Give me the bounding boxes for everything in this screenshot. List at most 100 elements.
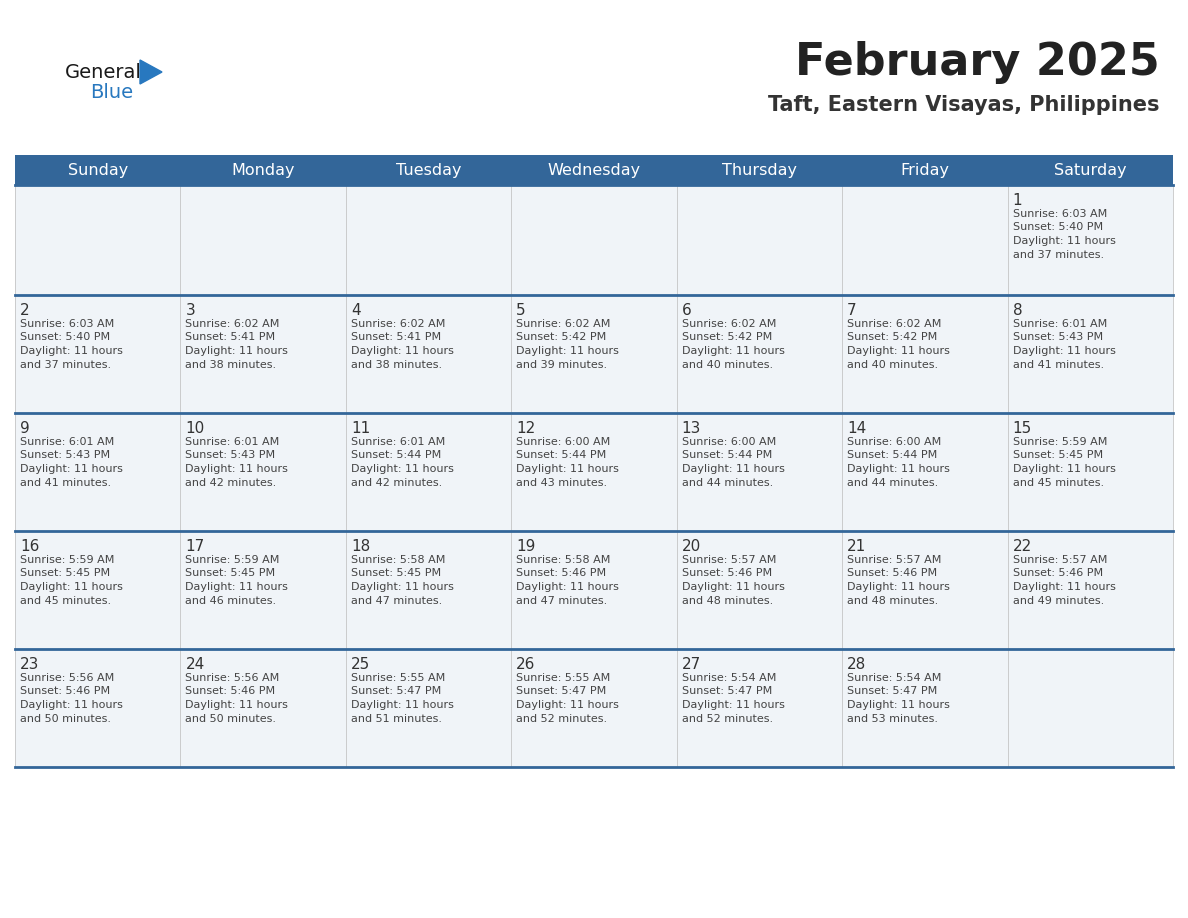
Bar	[15, 649, 181, 767]
Text: 12: 12	[517, 421, 536, 436]
Text: and 42 minutes.: and 42 minutes.	[350, 477, 442, 487]
Text: 24: 24	[185, 657, 204, 672]
Text: Sunrise: 6:02 AM: Sunrise: 6:02 AM	[350, 319, 446, 329]
Text: 13: 13	[682, 421, 701, 436]
Text: Sunrise: 6:00 AM: Sunrise: 6:00 AM	[682, 437, 776, 447]
Text: Daylight: 11 hours: Daylight: 11 hours	[682, 582, 784, 592]
Text: and 48 minutes.: and 48 minutes.	[682, 596, 773, 606]
Text: Sunrise: 6:02 AM: Sunrise: 6:02 AM	[682, 319, 776, 329]
Bar	[15, 531, 181, 649]
Text: 15: 15	[1012, 421, 1032, 436]
Bar	[346, 649, 511, 767]
Text: 3: 3	[185, 303, 195, 318]
Text: 1: 1	[1012, 193, 1022, 208]
Bar	[677, 531, 842, 649]
Text: Sunset: 5:46 PM: Sunset: 5:46 PM	[517, 568, 606, 578]
Text: Sunset: 5:42 PM: Sunset: 5:42 PM	[847, 332, 937, 342]
Text: Sunset: 5:47 PM: Sunset: 5:47 PM	[517, 687, 607, 697]
Text: Sunset: 5:46 PM: Sunset: 5:46 PM	[1012, 568, 1102, 578]
Text: 8: 8	[1012, 303, 1022, 318]
Text: 27: 27	[682, 657, 701, 672]
Text: 9: 9	[20, 421, 30, 436]
Bar	[181, 531, 346, 649]
Text: Sunset: 5:40 PM: Sunset: 5:40 PM	[1012, 222, 1102, 232]
Text: Sunrise: 5:56 AM: Sunrise: 5:56 AM	[185, 673, 279, 683]
Text: and 50 minutes.: and 50 minutes.	[20, 713, 110, 723]
Text: 10: 10	[185, 421, 204, 436]
Text: and 51 minutes.: and 51 minutes.	[350, 713, 442, 723]
Text: Daylight: 11 hours: Daylight: 11 hours	[847, 582, 950, 592]
Text: Daylight: 11 hours: Daylight: 11 hours	[517, 700, 619, 710]
Bar	[1007, 185, 1173, 295]
Text: 4: 4	[350, 303, 360, 318]
Text: 5: 5	[517, 303, 526, 318]
Bar	[346, 295, 511, 413]
Text: Sunrise: 5:58 AM: Sunrise: 5:58 AM	[350, 555, 446, 565]
Bar	[842, 185, 1007, 295]
Text: Sunset: 5:43 PM: Sunset: 5:43 PM	[20, 451, 110, 461]
Text: 17: 17	[185, 539, 204, 554]
Text: Sunrise: 6:01 AM: Sunrise: 6:01 AM	[350, 437, 446, 447]
Bar	[346, 185, 511, 295]
Bar	[511, 413, 677, 531]
Text: Daylight: 11 hours: Daylight: 11 hours	[20, 700, 122, 710]
Text: and 44 minutes.: and 44 minutes.	[847, 477, 939, 487]
Text: Sunrise: 6:02 AM: Sunrise: 6:02 AM	[847, 319, 942, 329]
Text: Friday: Friday	[901, 162, 949, 177]
Text: and 49 minutes.: and 49 minutes.	[1012, 596, 1104, 606]
Text: 6: 6	[682, 303, 691, 318]
Text: Daylight: 11 hours: Daylight: 11 hours	[1012, 582, 1116, 592]
Text: and 52 minutes.: and 52 minutes.	[517, 713, 607, 723]
Text: Blue: Blue	[90, 83, 133, 102]
Text: Sunset: 5:46 PM: Sunset: 5:46 PM	[682, 568, 772, 578]
Text: Sunrise: 6:03 AM: Sunrise: 6:03 AM	[1012, 209, 1107, 219]
Text: and 47 minutes.: and 47 minutes.	[350, 596, 442, 606]
Text: Daylight: 11 hours: Daylight: 11 hours	[847, 700, 950, 710]
Text: and 42 minutes.: and 42 minutes.	[185, 477, 277, 487]
Text: Sunrise: 5:54 AM: Sunrise: 5:54 AM	[682, 673, 776, 683]
Text: and 40 minutes.: and 40 minutes.	[682, 360, 773, 370]
Bar	[677, 413, 842, 531]
Text: Daylight: 11 hours: Daylight: 11 hours	[350, 346, 454, 356]
Text: Daylight: 11 hours: Daylight: 11 hours	[350, 582, 454, 592]
Text: Sunset: 5:43 PM: Sunset: 5:43 PM	[1012, 332, 1102, 342]
Bar	[842, 295, 1007, 413]
Text: Daylight: 11 hours: Daylight: 11 hours	[185, 582, 289, 592]
Text: Sunrise: 5:57 AM: Sunrise: 5:57 AM	[1012, 555, 1107, 565]
Text: 11: 11	[350, 421, 371, 436]
Text: Thursday: Thursday	[722, 162, 797, 177]
Text: Sunrise: 6:03 AM: Sunrise: 6:03 AM	[20, 319, 114, 329]
Text: Sunrise: 5:55 AM: Sunrise: 5:55 AM	[350, 673, 446, 683]
Text: Daylight: 11 hours: Daylight: 11 hours	[350, 700, 454, 710]
Text: Sunset: 5:41 PM: Sunset: 5:41 PM	[350, 332, 441, 342]
Text: Sunset: 5:45 PM: Sunset: 5:45 PM	[1012, 451, 1102, 461]
Text: and 52 minutes.: and 52 minutes.	[682, 713, 773, 723]
Text: Sunset: 5:47 PM: Sunset: 5:47 PM	[847, 687, 937, 697]
Bar	[1007, 531, 1173, 649]
Bar	[1007, 295, 1173, 413]
Text: Sunset: 5:45 PM: Sunset: 5:45 PM	[185, 568, 276, 578]
Text: 26: 26	[517, 657, 536, 672]
Bar	[346, 413, 511, 531]
Text: 16: 16	[20, 539, 39, 554]
Text: and 39 minutes.: and 39 minutes.	[517, 360, 607, 370]
Text: 19: 19	[517, 539, 536, 554]
Text: Sunrise: 5:56 AM: Sunrise: 5:56 AM	[20, 673, 114, 683]
Bar	[677, 295, 842, 413]
Text: Sunrise: 6:01 AM: Sunrise: 6:01 AM	[185, 437, 279, 447]
Bar	[511, 531, 677, 649]
Text: Daylight: 11 hours: Daylight: 11 hours	[517, 582, 619, 592]
Text: Daylight: 11 hours: Daylight: 11 hours	[682, 346, 784, 356]
Text: Wednesday: Wednesday	[548, 162, 640, 177]
Text: and 48 minutes.: and 48 minutes.	[847, 596, 939, 606]
Bar	[842, 531, 1007, 649]
Text: 25: 25	[350, 657, 371, 672]
Bar	[181, 413, 346, 531]
Bar	[181, 649, 346, 767]
Text: Sunrise: 5:54 AM: Sunrise: 5:54 AM	[847, 673, 942, 683]
Text: and 38 minutes.: and 38 minutes.	[350, 360, 442, 370]
Text: 21: 21	[847, 539, 866, 554]
Bar	[677, 649, 842, 767]
Text: Daylight: 11 hours: Daylight: 11 hours	[682, 700, 784, 710]
Text: Sunset: 5:41 PM: Sunset: 5:41 PM	[185, 332, 276, 342]
